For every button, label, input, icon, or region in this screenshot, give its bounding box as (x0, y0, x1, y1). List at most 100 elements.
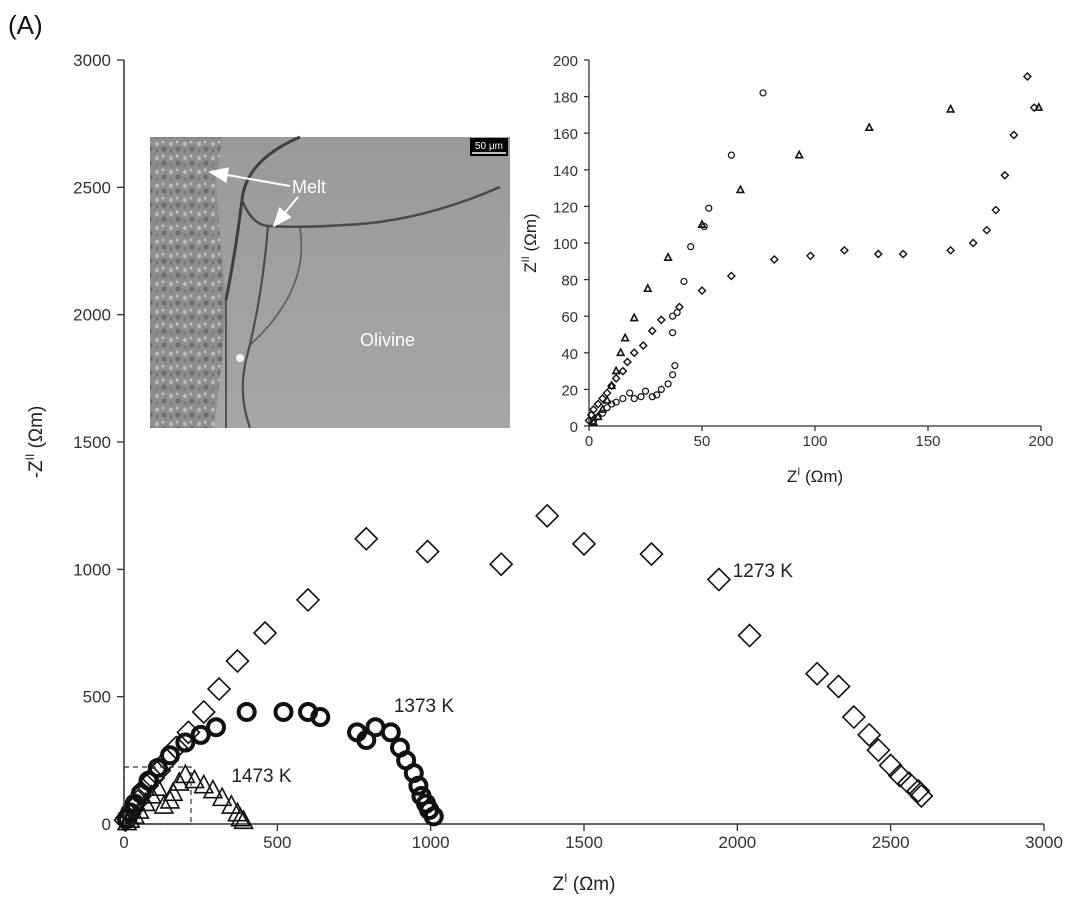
main-point-1273k (295, 587, 321, 613)
main-point-1273k (841, 704, 866, 730)
main-point-1373k (390, 737, 410, 758)
main-y-tick-label: 3000 (73, 51, 111, 70)
main-point-1473k (168, 771, 190, 791)
main-y-tick-label: 2000 (73, 306, 111, 325)
series-label-1273k: 1273 K (733, 561, 794, 582)
inset-point-1273k (697, 286, 707, 296)
inset-y-axis-title: ZII (Ωm) (520, 213, 540, 272)
inset-point-1373k (705, 204, 713, 212)
inset-point-1373k (669, 371, 677, 379)
main-point-1373k (206, 717, 226, 738)
panel-label: (A) (8, 10, 43, 40)
zoom-region-box (123, 766, 192, 825)
inset-point-1473k (588, 416, 599, 426)
main-point-1473k (135, 791, 156, 812)
inset-point-1473k (643, 283, 653, 293)
main-point-1473k (129, 799, 150, 819)
main-point-1473k (153, 794, 175, 814)
inset-chart: 0 50 100 150 200020406080100120140160180200 … (520, 53, 1054, 486)
main-point-1273k (906, 778, 931, 804)
inset-point-1273k (584, 416, 594, 425)
main-point-1473k (119, 808, 141, 828)
inset-point-1273k (873, 249, 883, 259)
main-x-axis-title: ZI (Ωm) (553, 871, 616, 895)
melt-region (150, 137, 226, 428)
inset-point-1373k (671, 362, 679, 370)
main-point-1273k (415, 539, 440, 564)
melt-label: Melt (292, 177, 326, 197)
scale-bar-label: 50 μm (475, 141, 503, 152)
inset-point-1473k (794, 149, 804, 159)
main-point-1373k (411, 785, 432, 806)
inset-point-1373k (759, 89, 767, 97)
inset-point-1273k (1000, 170, 1010, 180)
inset-x-tick-label: 50 (694, 433, 711, 450)
inset-point-1273k (593, 399, 603, 409)
inset-point-1273k (769, 254, 779, 264)
inset-point-1273k (805, 251, 815, 261)
main-point-1273k (191, 699, 216, 725)
inset-point-1473k (1034, 102, 1044, 111)
inset-point-1373k (680, 277, 688, 286)
inset-point-1473k (606, 380, 617, 390)
main-point-1373k (365, 717, 386, 738)
inset-point-1373k (630, 394, 638, 403)
main-point-1273k (639, 541, 664, 567)
micrograph-inset: Melt Olivine 50 μm (150, 135, 510, 429)
inset-point-1473k (864, 122, 874, 132)
inset-x-tick-label: 100 (802, 433, 827, 450)
inset-point-1273k (656, 315, 666, 325)
inset-point-1373k (641, 387, 650, 395)
inset-point-1373k (669, 312, 677, 320)
inset-point-1373k (626, 389, 634, 397)
main-y-tick-label: 0 (102, 815, 111, 834)
main-point-1373k (236, 701, 257, 722)
main-point-1273k (878, 753, 903, 778)
inset-point-1473k (620, 332, 630, 342)
inset-point-1273k (622, 357, 632, 367)
inset-point-1373k (612, 398, 620, 406)
main-x-tick-label: 1500 (565, 833, 603, 852)
main-point-1473k (221, 794, 242, 814)
bright-inclusion (236, 354, 244, 362)
inset-point-1273k (611, 373, 621, 383)
inset-point-1273k (629, 348, 639, 358)
main-point-1473k (227, 801, 248, 822)
melt-arrow-1 (208, 167, 291, 187)
inset-point-1273k (898, 249, 908, 259)
inset-point-1473k (593, 411, 603, 421)
main-point-1473k (233, 809, 254, 830)
inset-y-tick-label: 20 (561, 382, 578, 399)
scale-bar-box (470, 138, 508, 156)
main-point-1273k (896, 771, 922, 796)
main-point-1473k (175, 763, 196, 784)
inset-point-1373k (673, 308, 681, 317)
inset-point-1273k (1009, 130, 1019, 140)
inset-y-tick-label: 180 (553, 90, 578, 107)
main-point-1273k (826, 674, 851, 699)
inset-point-1373k (619, 394, 627, 403)
main-point-1473k (202, 778, 224, 799)
main-point-1373k (190, 724, 211, 745)
main-point-1273k (804, 661, 830, 686)
main-point-1273k (866, 738, 891, 763)
main-point-1273k (887, 763, 912, 788)
inset-point-1373k (607, 400, 616, 408)
inset-point-1473k (611, 365, 621, 375)
main-point-1273k (225, 648, 250, 674)
series-label-1473k: 1473 K (231, 766, 292, 787)
main-y-tick-label: 1500 (73, 433, 111, 452)
inset-point-1273k (839, 245, 849, 255)
main-point-1473k (147, 776, 169, 796)
main-point-1273k (206, 676, 232, 702)
main-y-axis-title: -ZII (Ωm) (23, 406, 47, 479)
main-x-tick-label: 2500 (872, 833, 910, 852)
main-x-tick-label: 3000 (1025, 833, 1063, 852)
main-x-tick-label: 0 (119, 833, 128, 852)
inset-point-1273k (607, 381, 617, 391)
melt-arrow-2 (272, 196, 299, 228)
inset-y-tick-label: 140 (553, 163, 578, 180)
inset-y-tick-label: 80 (561, 273, 578, 290)
main-point-1273k (535, 503, 560, 528)
inset-x-tick-label: 0 (585, 433, 593, 450)
